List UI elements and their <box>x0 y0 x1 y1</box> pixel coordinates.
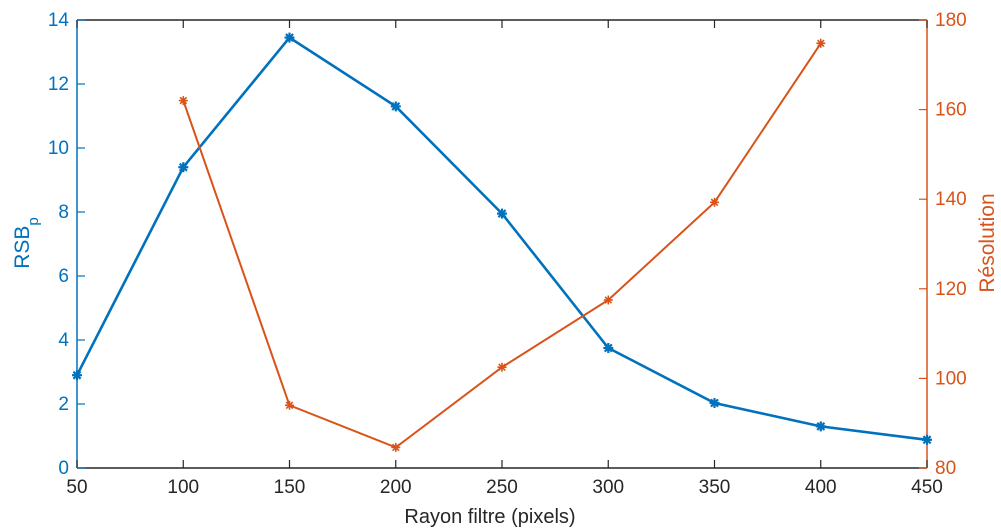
right-y-tick-label: 120 <box>935 279 967 300</box>
data-point-left <box>284 32 295 43</box>
x-axis: 50 100 150 200 250 300 350 400 450 <box>66 20 943 498</box>
marker-stroke <box>285 401 294 410</box>
left-y-tick-label: 2 <box>58 394 69 415</box>
series-layer <box>72 32 932 452</box>
right-y-tick-label: 100 <box>935 368 967 389</box>
data-point-left <box>72 370 82 381</box>
marker-stroke <box>498 363 506 372</box>
marker-stroke <box>179 96 188 105</box>
left-y-tick-label: 0 <box>58 458 69 479</box>
left-y-tick-label: 6 <box>58 266 69 287</box>
marker-stroke <box>178 162 188 172</box>
data-point-left <box>178 162 189 173</box>
right-y-tick-label: 140 <box>935 189 967 210</box>
left-y-axis-label-main: RSB <box>11 226 34 269</box>
data-point-right <box>497 362 507 372</box>
marker-stroke <box>285 33 294 42</box>
right-y-axis-label: Résolution <box>976 193 999 292</box>
marker-stroke <box>816 39 825 48</box>
left-y-tick-label: 4 <box>58 330 69 351</box>
marker-stroke <box>72 370 82 380</box>
data-point-right <box>710 197 719 207</box>
left-y-axis-label-subscript: p <box>25 217 42 225</box>
data-point-right <box>391 442 401 452</box>
left-y-axis-label: RSBp <box>11 217 42 269</box>
x-tick-label: 200 <box>380 477 412 498</box>
marker-stroke <box>816 422 826 431</box>
right-y-tick-label: 80 <box>935 458 956 479</box>
left-y-tick-label: 10 <box>48 138 69 159</box>
data-point-left <box>815 421 826 432</box>
data-point-left <box>603 343 614 353</box>
data-point-right <box>285 400 294 410</box>
x-tick-label: 250 <box>486 477 518 498</box>
data-point-right <box>178 96 188 106</box>
marker-stroke <box>710 198 719 207</box>
data-point-left <box>709 398 720 408</box>
left-y-tick-label: 14 <box>48 10 70 31</box>
left-y-axis: 0 2 4 6 8 10 12 14 <box>48 10 85 479</box>
x-tick-label: 100 <box>167 477 199 498</box>
right-y-axis: 80 100 120 140 160 180 <box>919 10 967 479</box>
x-tick-label: 350 <box>699 477 731 498</box>
marker-stroke <box>391 102 401 111</box>
series-left <box>72 32 932 445</box>
marker-stroke <box>604 296 613 304</box>
marker-stroke <box>922 435 932 445</box>
marker-stroke <box>497 209 507 218</box>
marker-stroke <box>710 398 719 408</box>
data-point-left <box>390 101 401 112</box>
x-tick-label: 150 <box>274 477 306 498</box>
data-point-right <box>603 295 613 305</box>
x-tick-label: 300 <box>592 477 624 498</box>
right-y-tick-label: 160 <box>935 100 967 121</box>
marker-stroke <box>603 343 613 353</box>
data-point-left <box>922 434 932 445</box>
data-point-right <box>816 38 826 48</box>
x-tick-label: 50 <box>66 477 87 498</box>
x-tick-label: 400 <box>805 477 837 498</box>
x-tick-label: 450 <box>911 477 943 498</box>
x-axis-label: Rayon filtre (pixels) <box>404 506 575 528</box>
marker-stroke <box>391 443 400 452</box>
left-y-tick-label: 8 <box>58 202 69 223</box>
series-right <box>178 38 826 452</box>
right-y-tick-label: 180 <box>935 10 967 31</box>
data-point-left <box>497 208 507 219</box>
left-y-tick-label: 12 <box>48 74 69 95</box>
